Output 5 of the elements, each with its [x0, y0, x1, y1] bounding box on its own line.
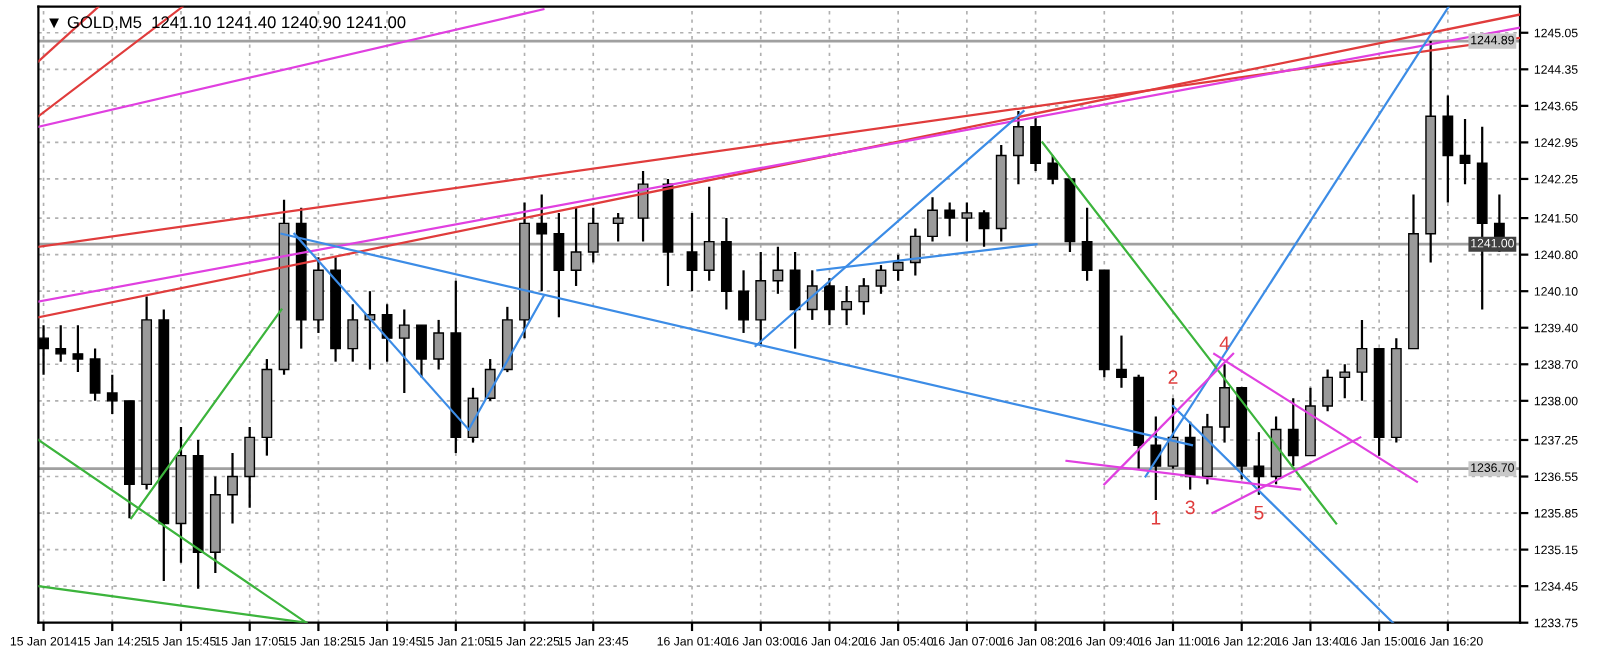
annotation: 4: [1219, 336, 1230, 350]
annotation: 3: [1185, 500, 1195, 515]
annotation: 1: [1151, 511, 1161, 525]
annotation: 5: [1254, 505, 1264, 520]
annotation: 2: [1168, 370, 1178, 384]
